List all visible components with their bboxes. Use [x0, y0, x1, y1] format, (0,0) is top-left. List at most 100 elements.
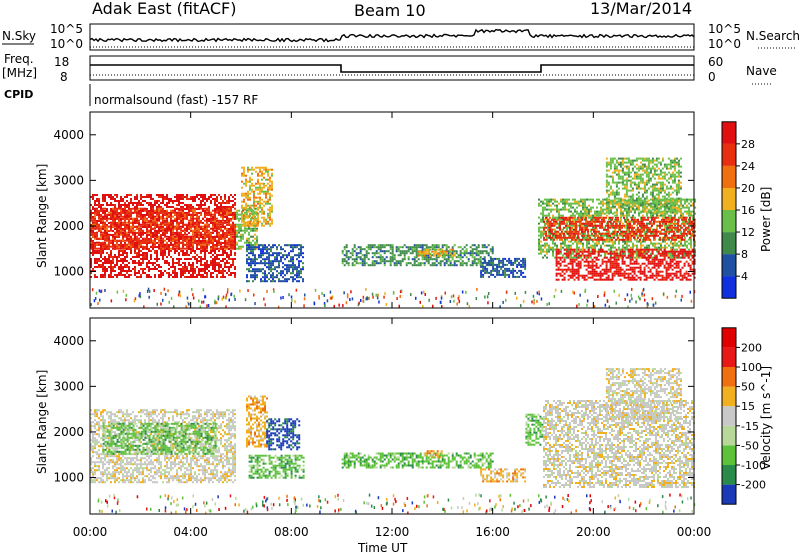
power-cell — [152, 210, 154, 212]
power-cell — [130, 227, 132, 230]
power-cell — [286, 244, 288, 247]
power-cell — [196, 276, 198, 278]
power-cell — [212, 209, 214, 212]
power-cell — [194, 221, 196, 224]
power-cell — [602, 210, 604, 213]
power-cell — [134, 239, 136, 242]
power-cell — [90, 230, 92, 232]
power-cell — [182, 250, 184, 252]
power-cell — [250, 250, 252, 253]
power-cell — [441, 256, 444, 259]
power-cell — [241, 206, 243, 209]
power-cell — [461, 256, 464, 259]
power-cell — [465, 264, 468, 267]
power-cell — [132, 204, 134, 206]
power-cell — [94, 247, 96, 250]
power-cell — [160, 272, 162, 274]
power-cell — [112, 262, 114, 264]
power-cell — [276, 254, 278, 257]
power-cell — [371, 264, 374, 267]
power-cell — [445, 252, 448, 255]
power-cell — [264, 258, 266, 261]
power-cell — [240, 233, 242, 236]
power-cell — [114, 198, 116, 200]
power-cell — [106, 202, 108, 204]
power-cell — [475, 254, 478, 257]
power-cell — [138, 202, 140, 204]
power-cell — [363, 256, 366, 259]
power-cell — [116, 229, 118, 232]
power-cell — [512, 275, 515, 278]
power-cell — [220, 226, 222, 228]
power-cell — [144, 196, 146, 198]
power-cell — [202, 198, 204, 200]
power-cell — [263, 168, 265, 171]
power-cell — [373, 246, 376, 249]
power-cell — [174, 196, 176, 198]
power-cell — [475, 264, 478, 267]
power-cell — [516, 257, 519, 260]
power-cell — [182, 235, 184, 238]
power-cell — [552, 242, 554, 245]
power-cell — [439, 260, 442, 263]
power-cell — [96, 209, 98, 212]
power-cell — [126, 221, 128, 224]
power-cell — [556, 238, 558, 241]
power-cell — [166, 223, 168, 226]
power-cell — [176, 274, 178, 276]
power-cell — [274, 252, 276, 255]
power-cell — [208, 252, 210, 254]
power-cell — [471, 260, 474, 263]
power-cell — [504, 273, 507, 276]
power-cell — [226, 209, 228, 212]
power-cell — [355, 256, 358, 259]
power-cell — [164, 204, 166, 206]
power-cell — [160, 241, 162, 244]
power-cell — [96, 260, 98, 262]
power-cell — [110, 209, 112, 212]
power-cell — [210, 202, 212, 204]
power-cell — [403, 252, 406, 255]
power-cell — [253, 196, 255, 199]
power-cell — [102, 252, 104, 254]
power-cell — [152, 241, 154, 244]
power-cell — [240, 237, 242, 240]
power-cell — [202, 210, 204, 212]
power-cell — [258, 244, 260, 247]
power-cell — [144, 215, 146, 218]
power-cell — [148, 202, 150, 204]
power-cell — [210, 242, 212, 244]
power-cell — [90, 244, 92, 246]
power-cell — [194, 211, 196, 214]
power-cell — [240, 227, 242, 230]
power-cell — [96, 222, 98, 224]
power-cell — [188, 243, 190, 246]
power-cell — [236, 215, 238, 218]
power-cell — [126, 194, 128, 196]
power-cell — [259, 198, 261, 201]
power-cell — [245, 206, 247, 209]
power-cell — [296, 268, 298, 271]
power-cell — [246, 227, 248, 230]
power-cell — [479, 260, 482, 263]
power-cell — [198, 256, 200, 258]
power-cell — [148, 220, 150, 222]
power-cell — [411, 258, 414, 261]
power-cell — [540, 236, 542, 239]
power-cell — [180, 196, 182, 198]
power-cell — [226, 233, 228, 236]
power-cell — [260, 262, 262, 265]
power-cell — [443, 252, 446, 255]
power-cell — [255, 188, 257, 191]
power-cell — [502, 263, 505, 266]
power-cell — [244, 211, 246, 214]
power-cell — [580, 248, 582, 251]
power-cell — [236, 209, 238, 212]
power-cell — [259, 192, 261, 195]
power-cell — [196, 262, 198, 264]
power-cell — [148, 238, 150, 240]
power-cell — [136, 247, 138, 250]
power-cell — [96, 252, 98, 254]
power-cell — [268, 262, 270, 265]
power-cell — [182, 211, 184, 214]
